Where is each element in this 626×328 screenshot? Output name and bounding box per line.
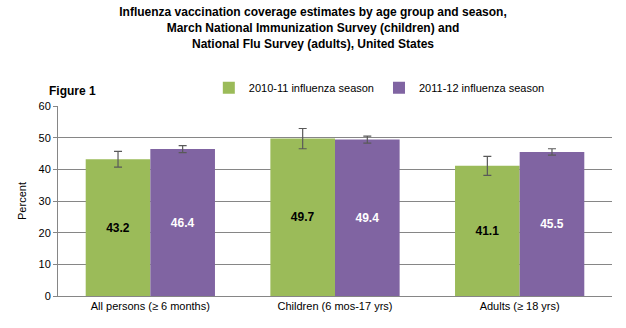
svg-text:Percent: Percent [16,182,28,220]
svg-text:Figure 1: Figure 1 [49,84,96,98]
svg-text:Children (6 mos-17 yrs): Children (6 mos-17 yrs) [278,300,393,312]
svg-text:20: 20 [39,227,51,239]
svg-text:Influenza vaccination coverage: Influenza vaccination coverage estimates… [119,5,506,50]
svg-text:2011-12 influenza season: 2011-12 influenza season [419,82,544,94]
svg-text:All persons (≥ 6 months): All persons (≥ 6 months) [91,300,210,312]
svg-text:60: 60 [39,100,51,112]
svg-text:46.4: 46.4 [171,216,195,230]
svg-text:0: 0 [45,290,51,302]
svg-text:2010-11 influenza season: 2010-11 influenza season [249,82,374,94]
svg-text:45.5: 45.5 [540,217,564,231]
svg-text:43.2: 43.2 [106,221,130,235]
svg-text:49.4: 49.4 [355,211,379,225]
svg-text:41.1: 41.1 [476,224,500,238]
svg-text:50: 50 [39,132,51,144]
svg-text:Adults (≥ 18 yrs): Adults (≥ 18 yrs) [480,300,560,312]
svg-text:30: 30 [39,195,51,207]
svg-text:10: 10 [39,258,51,270]
svg-text:49.7: 49.7 [291,210,315,224]
svg-text:40: 40 [39,163,51,175]
